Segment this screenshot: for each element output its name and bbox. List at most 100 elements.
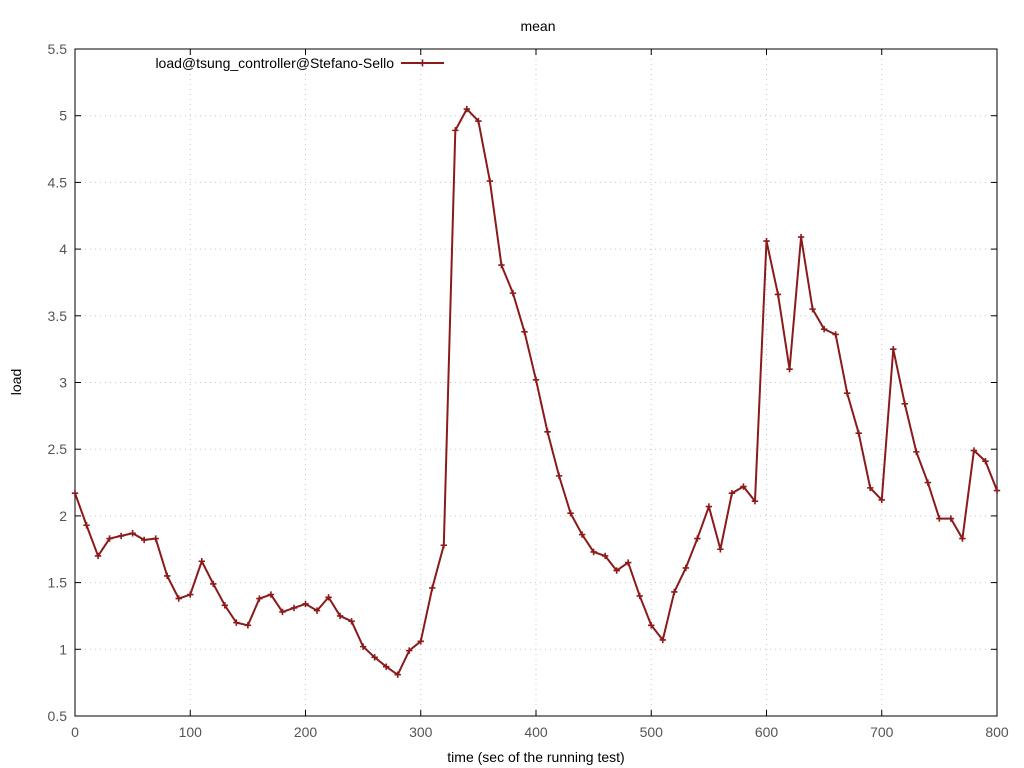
data-point — [475, 117, 482, 125]
x-tick-label: 600 — [755, 724, 779, 740]
data-point — [970, 447, 978, 454]
data-point — [578, 531, 586, 538]
data-point — [936, 515, 943, 522]
legend-label: load@tsung_controller@Stefano-Sello — [155, 55, 394, 71]
data-point — [233, 619, 240, 626]
x-tick-label: 800 — [985, 724, 1009, 740]
data-point — [244, 622, 252, 629]
data-point — [740, 483, 747, 490]
data-point — [129, 530, 136, 537]
data-point — [682, 564, 690, 572]
data-point — [498, 261, 505, 269]
tick-layer: 0 100 200 300 400 500 600 700 800 0.5 1 1.5 2 2.5 3 3.5… — [48, 41, 1009, 740]
data-point — [463, 105, 471, 113]
data-point — [348, 618, 355, 625]
data-point — [797, 233, 805, 241]
data-point — [993, 487, 1001, 494]
y-tick-label: 5 — [59, 108, 67, 124]
data-point — [440, 542, 447, 549]
y-tick-label: 0.5 — [48, 708, 68, 724]
data-point — [728, 490, 736, 497]
data-point — [382, 663, 390, 670]
data-point — [648, 622, 655, 629]
data-point — [279, 608, 286, 616]
data-point — [267, 591, 275, 598]
data-point — [555, 472, 563, 480]
data-point — [302, 600, 309, 608]
data-point — [83, 522, 90, 529]
data-point — [786, 365, 793, 373]
data-point — [947, 515, 955, 522]
data-point — [532, 376, 540, 384]
data-point — [71, 490, 79, 497]
series-layer — [71, 105, 1001, 678]
data-point — [832, 331, 839, 338]
data-point — [117, 532, 125, 540]
data-point — [164, 572, 171, 580]
data-point — [659, 636, 666, 644]
y-tick-label: 2.5 — [48, 441, 68, 457]
y-tick-label: 5.5 — [48, 41, 68, 57]
data-point — [671, 588, 678, 596]
x-tick-label: 300 — [409, 724, 433, 740]
x-tick-label: 400 — [524, 724, 548, 740]
data-point — [210, 580, 217, 588]
data-point — [256, 595, 263, 602]
data-point — [774, 291, 782, 298]
data-point — [613, 567, 620, 574]
y-tick-label: 1.5 — [48, 575, 68, 591]
data-point — [901, 400, 908, 408]
data-point — [94, 552, 102, 560]
y-tick-label: 4.5 — [48, 174, 68, 190]
data-point — [509, 289, 517, 297]
data-point — [843, 389, 851, 397]
legend: load@tsung_controller@Stefano-Sello — [155, 55, 444, 71]
data-point — [982, 458, 989, 465]
data-point — [867, 484, 874, 492]
data-point — [855, 429, 862, 437]
y-axis-title: load — [8, 369, 24, 395]
data-point — [521, 328, 528, 336]
data-point — [890, 345, 897, 353]
x-axis-title: time (sec of the running test) — [447, 749, 624, 765]
data-point — [175, 595, 182, 602]
x-tick-label: 0 — [71, 724, 79, 740]
data-point — [913, 448, 920, 456]
data-point — [601, 552, 609, 560]
x-tick-label: 500 — [640, 724, 664, 740]
data-point — [106, 535, 113, 542]
y-tick-label: 4 — [59, 241, 67, 257]
data-point — [751, 498, 759, 505]
data-point — [371, 654, 378, 661]
data-point — [152, 535, 159, 542]
data-point — [394, 671, 401, 678]
data-point — [717, 546, 724, 553]
data-point — [417, 638, 424, 645]
data-point — [290, 604, 298, 612]
data-point — [878, 496, 885, 504]
data-point — [924, 479, 932, 486]
data-point — [336, 612, 344, 620]
data-point — [198, 558, 205, 565]
data-point — [486, 177, 494, 185]
data-point — [567, 510, 574, 517]
data-point — [406, 647, 413, 654]
legend-marker — [419, 59, 426, 67]
data-point — [452, 127, 459, 134]
data-point — [636, 592, 643, 600]
x-tick-label: 700 — [870, 724, 894, 740]
x-tick-label: 100 — [179, 724, 203, 740]
data-point — [429, 584, 436, 592]
data-point — [705, 503, 713, 510]
y-tick-label: 1 — [59, 641, 67, 657]
y-tick-label: 2 — [59, 508, 67, 524]
data-point — [625, 559, 632, 566]
y-tick-label: 3.5 — [48, 308, 68, 324]
data-point — [325, 594, 332, 601]
data-point — [187, 591, 194, 598]
data-point — [820, 325, 828, 333]
data-point — [590, 548, 597, 556]
data-point — [544, 428, 551, 436]
